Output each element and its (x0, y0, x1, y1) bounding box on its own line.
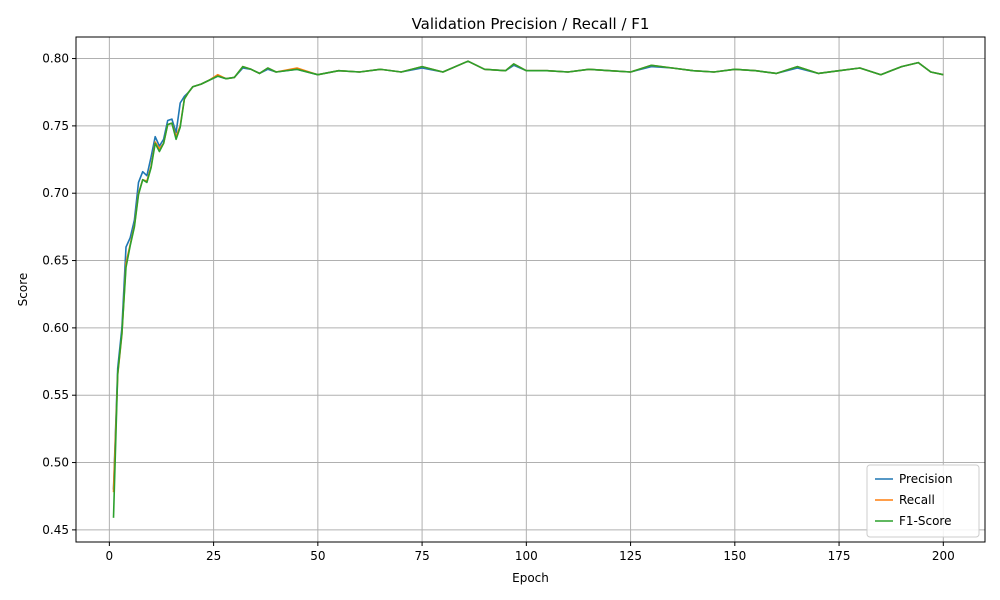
legend-box (866, 464, 980, 538)
legend-label: F1-Score (899, 514, 951, 528)
x-tick-label: 25 (206, 549, 221, 563)
y-tick-label: 0.50 (42, 456, 69, 470)
x-axis-title: Epoch (512, 571, 549, 585)
x-tick-label: 0 (106, 549, 114, 563)
legend: Precision Recall F1-Score (866, 464, 980, 538)
y-tick-label: 0.65 (42, 254, 69, 268)
x-tick-label: 150 (723, 549, 746, 563)
x-tick-label: 100 (515, 549, 538, 563)
y-tick-label: 0.55 (42, 388, 69, 402)
x-tick-label: 175 (828, 549, 851, 563)
x-tick-label: 125 (619, 549, 642, 563)
legend-label: Recall (899, 493, 935, 507)
y-tick-label: 0.80 (42, 52, 69, 66)
plot-frame (75, 36, 986, 543)
axis-ticks: 0 25 50 75 100 125 150 175 200 0.45 0.50 0.55 0.60 0.… (42, 52, 954, 563)
y-tick-label: 0.75 (42, 119, 69, 133)
x-tick-label: 75 (414, 549, 429, 563)
legend-label: Precision (899, 472, 953, 486)
y-tick-label: 0.45 (42, 523, 69, 537)
grid (76, 37, 985, 542)
y-tick-label: 0.60 (42, 321, 69, 335)
x-tick-label: 200 (932, 549, 955, 563)
series-line-f1-score (112, 60, 944, 518)
chart-title: Validation Precision / Recall / F1 (412, 15, 650, 33)
x-tick-label: 50 (310, 549, 325, 563)
y-tick-label: 0.70 (42, 186, 69, 200)
y-axis-title: Score (16, 273, 30, 307)
series-lines (112, 60, 944, 518)
